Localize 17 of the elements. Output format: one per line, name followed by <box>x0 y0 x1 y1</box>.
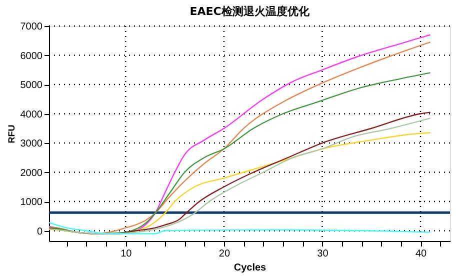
y-tick-label: 6000 <box>20 50 43 62</box>
line-series <box>48 222 431 234</box>
y-tick-label: 3000 <box>20 138 43 150</box>
line-series <box>48 72 431 234</box>
y-tick-label: 7000 <box>20 22 43 32</box>
x-axis-title: Cycles <box>234 262 267 274</box>
chart-title: EAEC检测退火温度优化 <box>190 5 310 18</box>
y-tick-label: 4000 <box>20 109 43 120</box>
y-tick-label: 5000 <box>20 80 43 92</box>
x-tick-label: 10 <box>120 248 132 260</box>
y-tick-label: 1000 <box>20 197 43 208</box>
y-tick-label: 0 <box>36 226 43 238</box>
x-tick-label: 20 <box>218 248 230 260</box>
y-axis-title: RFU <box>6 124 16 144</box>
x-tick-label: 30 <box>317 248 329 260</box>
x-tick-label: 40 <box>415 248 428 260</box>
y-tick-label: 2000 <box>20 168 43 179</box>
